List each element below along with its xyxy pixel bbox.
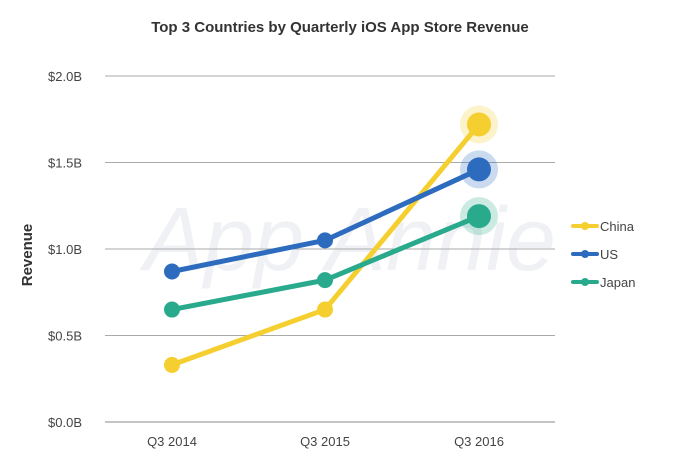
data-point-us xyxy=(164,263,180,280)
chart-title: Top 3 Countries by Quarterly iOS App Sto… xyxy=(151,19,529,36)
x-tick-label: Q3 2015 xyxy=(300,434,350,449)
x-tick-label: Q3 2016 xyxy=(454,434,504,449)
legend-swatch-dot xyxy=(581,250,589,258)
data-point-us xyxy=(467,157,491,182)
legend-label-japan: Japan xyxy=(600,275,635,290)
data-point-japan xyxy=(164,301,180,318)
y-tick-label: $1.0B xyxy=(48,242,82,257)
legend-swatch-dot xyxy=(581,278,589,286)
data-point-china xyxy=(317,301,333,318)
legend-label-us: US xyxy=(600,247,618,262)
data-point-japan xyxy=(317,272,333,289)
data-point-us xyxy=(317,232,333,249)
data-point-japan xyxy=(467,204,491,229)
legend-swatch-dot xyxy=(581,222,589,230)
y-tick-label: $2.0B xyxy=(48,69,82,84)
legend-label-china: China xyxy=(600,219,635,234)
data-point-china xyxy=(467,112,491,137)
y-axis-label: Revenue xyxy=(19,224,36,287)
y-tick-label: $0.5B xyxy=(48,329,82,344)
data-point-china xyxy=(164,356,180,373)
y-tick-label: $0.0B xyxy=(48,415,82,430)
y-tick-label: $1.5B xyxy=(48,156,82,171)
x-tick-label: Q3 2014 xyxy=(147,434,197,449)
